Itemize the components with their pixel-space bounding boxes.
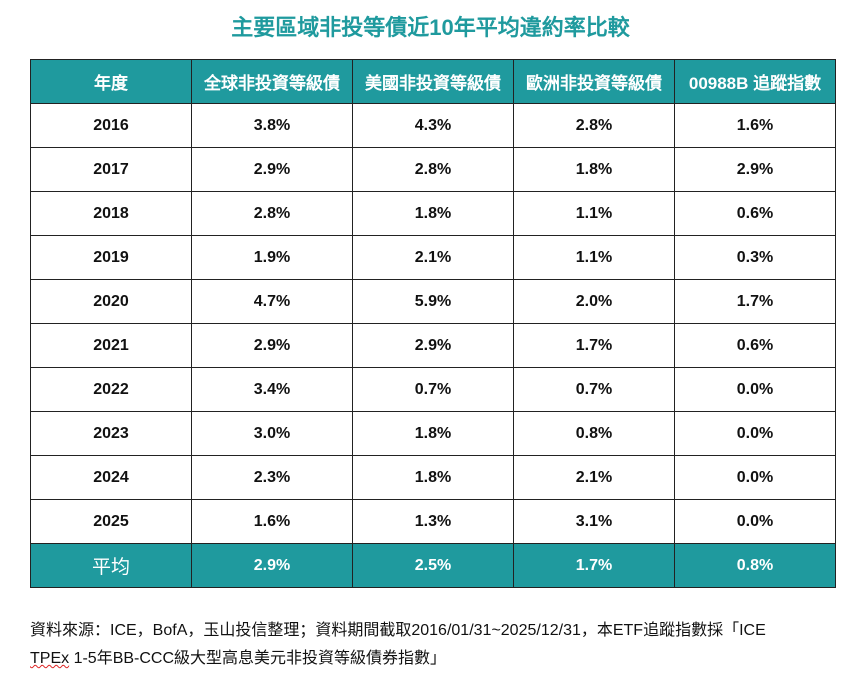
footnote-line-2: TPEx 1-5年BB-CCC級大型高息美元非投資等級債券指數」 (30, 645, 850, 673)
year-cell: 2019 (30, 235, 192, 280)
column-header: 歐洲非投資等級債 (513, 59, 675, 104)
year-cell: 2020 (30, 279, 192, 324)
table-row: 2017 2.9% 2.8% 1.8% 2.9% (30, 147, 836, 192)
rate-cell: 0.7% (513, 367, 675, 412)
average-cell: 2.9% (191, 543, 353, 588)
rate-cell: 2.1% (513, 455, 675, 500)
average-row: 平均 2.9% 2.5% 1.7% 0.8% (30, 543, 836, 588)
year-cell: 2023 (30, 411, 192, 456)
rate-cell: 0.6% (674, 191, 836, 236)
footnote: 資料來源：ICE，BofA，玉山投信整理；資料期間截取2016/01/31~20… (30, 617, 850, 673)
rate-cell: 0.0% (674, 367, 836, 412)
rate-cell: 1.1% (513, 235, 675, 280)
rate-cell: 1.7% (513, 323, 675, 368)
rate-cell: 3.1% (513, 499, 675, 544)
rate-cell: 1.7% (674, 279, 836, 324)
column-header: 全球非投資等級債 (191, 59, 353, 104)
year-cell: 2022 (30, 367, 192, 412)
year-cell: 2021 (30, 323, 192, 368)
average-cell: 2.5% (352, 543, 514, 588)
rate-cell: 0.0% (674, 499, 836, 544)
rate-cell: 1.6% (674, 103, 836, 148)
year-cell: 2024 (30, 455, 192, 500)
rate-cell: 4.7% (191, 279, 353, 324)
rate-cell: 2.8% (513, 103, 675, 148)
rate-cell: 1.9% (191, 235, 353, 280)
rate-cell: 0.6% (674, 323, 836, 368)
rate-cell: 2.8% (352, 147, 514, 192)
rate-cell: 4.3% (352, 103, 514, 148)
table-row: 2021 2.9% 2.9% 1.7% 0.6% (30, 323, 836, 368)
default-rate-table: 年度 全球非投資等級債 美國非投資等級債 歐洲非投資等級債 00988B 追蹤指數 20… (30, 59, 836, 588)
rate-cell: 2.9% (674, 147, 836, 192)
rate-cell: 3.8% (191, 103, 353, 148)
rate-cell: 2.3% (191, 455, 353, 500)
table-row: 2025 1.6% 1.3% 3.1% 0.0% (30, 499, 836, 544)
footnote-line-2-text: 1-5年BB-CCC級大型高息美元非投資等級債券指數」 (69, 650, 447, 667)
rate-cell: 0.7% (352, 367, 514, 412)
column-header: 00988B 追蹤指數 (674, 59, 836, 104)
table-row: 2020 4.7% 5.9% 2.0% 1.7% (30, 279, 836, 324)
table-header: 年度 全球非投資等級債 美國非投資等級債 歐洲非投資等級債 00988B 追蹤指數 (30, 59, 836, 104)
rate-cell: 3.4% (191, 367, 353, 412)
rate-cell: 2.9% (191, 147, 353, 192)
year-cell: 2025 (30, 499, 192, 544)
rate-cell: 0.0% (674, 455, 836, 500)
table-row: 2019 1.9% 2.1% 1.1% 0.3% (30, 235, 836, 280)
table-row: 2024 2.3% 1.8% 2.1% 0.0% (30, 455, 836, 500)
rate-cell: 1.6% (191, 499, 353, 544)
rate-cell: 1.8% (352, 191, 514, 236)
rate-cell: 0.8% (513, 411, 675, 456)
average-label: 平均 (30, 543, 192, 588)
rate-cell: 1.8% (352, 455, 514, 500)
column-header: 年度 (30, 59, 192, 104)
rate-cell: 0.3% (674, 235, 836, 280)
table-row: 2023 3.0% 1.8% 0.8% 0.0% (30, 411, 836, 456)
year-cell: 2017 (30, 147, 192, 192)
table-row: 2016 3.8% 4.3% 2.8% 1.6% (30, 103, 836, 148)
year-cell: 2016 (30, 103, 192, 148)
rate-cell: 1.1% (513, 191, 675, 236)
rate-cell: 2.9% (191, 323, 353, 368)
page-title: 主要區域非投等債近10年平均違約率比較 (231, 15, 630, 40)
rate-cell: 1.8% (513, 147, 675, 192)
average-cell: 0.8% (674, 543, 836, 588)
rate-cell: 3.0% (191, 411, 353, 456)
rate-cell: 0.0% (674, 411, 836, 456)
rate-cell: 5.9% (352, 279, 514, 324)
table-row: 2018 2.8% 1.8% 1.1% 0.6% (30, 191, 836, 236)
spellcheck-word: TPEx (30, 650, 70, 667)
rate-cell: 2.0% (513, 279, 675, 324)
footnote-line-1: 資料來源：ICE，BofA，玉山投信整理；資料期間截取2016/01/31~20… (30, 622, 766, 639)
rate-cell: 1.3% (352, 499, 514, 544)
year-cell: 2018 (30, 191, 192, 236)
rate-cell: 1.8% (352, 411, 514, 456)
column-header: 美國非投資等級債 (352, 59, 514, 104)
table-row: 2022 3.4% 0.7% 0.7% 0.0% (30, 367, 836, 412)
rate-cell: 2.8% (191, 191, 353, 236)
rate-cell: 2.1% (352, 235, 514, 280)
average-cell: 1.7% (513, 543, 675, 588)
rate-cell: 2.9% (352, 323, 514, 368)
